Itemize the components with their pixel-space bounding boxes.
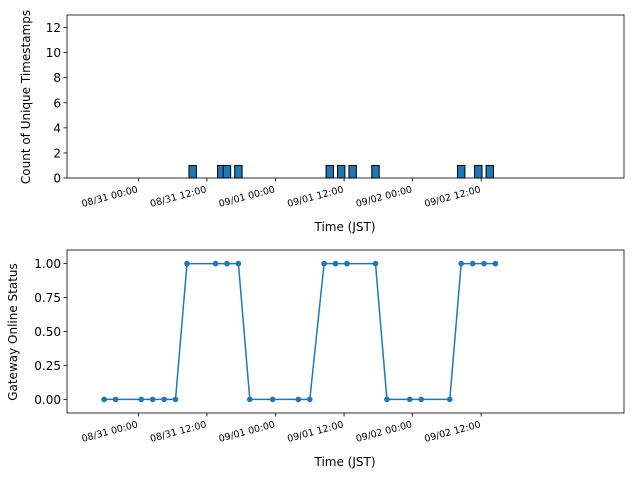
- data-point: [247, 396, 253, 403]
- y-tick-label: 12: [46, 21, 61, 35]
- point-series: [101, 260, 499, 403]
- data-point: [212, 260, 219, 267]
- data-point: [224, 260, 230, 267]
- gateway-status-chart: 0.00 0.25 0.50 0.75 1.00 08/31 00:00 08/31 12…: [6, 249, 625, 469]
- x-tick-label: 09/02 00:00: [355, 184, 414, 210]
- data-point: [172, 396, 179, 403]
- y-tick-label: 2: [53, 146, 61, 160]
- y-axis-ticks: 0.00 0.25 0.50 0.75 1.00: [34, 257, 67, 407]
- bar: [325, 164, 335, 179]
- data-point: [372, 260, 379, 267]
- y-tick-label: 0.75: [34, 291, 61, 305]
- x-axis-ticks: 08/31 00:00 08/31 12:00 09/01 00:00 09/01 1…: [81, 178, 482, 210]
- plot-frame: [66, 14, 625, 179]
- bar: [348, 164, 357, 179]
- data-point: [458, 260, 464, 267]
- x-axis-label: Time (JST): [313, 220, 375, 234]
- data-point: [138, 396, 145, 403]
- x-tick-label: 09/02 12:00: [423, 419, 482, 445]
- data-point: [184, 260, 190, 267]
- data-point: [269, 396, 276, 403]
- bar: [456, 164, 466, 179]
- y-tick-label: 4: [53, 121, 61, 135]
- data-point: [446, 396, 453, 403]
- y-tick-label: 8: [53, 71, 61, 85]
- data-point: [344, 260, 350, 267]
- bar: [188, 164, 197, 179]
- data-point: [149, 396, 156, 403]
- y-tick-label: 0.50: [34, 325, 61, 339]
- y-axis-label: Count of Unique Timestamps: [19, 10, 33, 184]
- x-tick-label: 08/31 12:00: [149, 184, 208, 210]
- data-point: [295, 396, 302, 403]
- data-point: [418, 396, 424, 403]
- bar: [222, 164, 232, 179]
- data-point: [332, 260, 339, 267]
- y-tick-label: 10: [46, 46, 61, 60]
- data-point: [481, 260, 487, 267]
- x-tick-label: 09/01 12:00: [286, 184, 345, 210]
- data-point: [112, 396, 119, 403]
- y-tick-label: 6: [53, 96, 61, 110]
- bar: [371, 164, 380, 179]
- x-tick-label: 09/01 00:00: [218, 184, 277, 210]
- y-tick-label: 0.00: [34, 393, 61, 407]
- data-point: [321, 260, 327, 267]
- y-axis-label: Gateway Online Status: [6, 263, 20, 401]
- status-line: [104, 262, 496, 401]
- data-point: [469, 260, 476, 267]
- x-tick-label: 09/01 00:00: [218, 419, 277, 445]
- data-point: [161, 396, 167, 403]
- bar: [474, 164, 483, 179]
- x-tick-label: 09/02 12:00: [423, 184, 482, 210]
- bar: [337, 164, 346, 179]
- bar: [234, 164, 243, 179]
- data-point: [406, 396, 413, 403]
- x-tick-label: 09/02 00:00: [355, 419, 414, 445]
- data-point: [235, 260, 242, 267]
- y-axis-ticks: 0 2 4 6 8 10 12: [46, 21, 67, 186]
- y-tick-label: 0: [53, 172, 61, 186]
- x-tick-label: 08/31 12:00: [149, 419, 208, 445]
- x-tick-label: 08/31 00:00: [81, 184, 140, 210]
- y-tick-label: 1.00: [34, 257, 61, 271]
- x-axis-ticks: 08/31 00:00 08/31 12:00 09/01 00:00 09/01 1…: [81, 413, 482, 445]
- x-tick-label: 09/01 12:00: [286, 419, 345, 445]
- data-point: [306, 396, 313, 403]
- plot-frame: [66, 249, 625, 414]
- line-series: [104, 262, 496, 401]
- bar: [485, 164, 494, 179]
- y-tick-label: 0.25: [34, 359, 61, 373]
- data-point: [492, 260, 499, 267]
- x-axis-label: Time (JST): [313, 455, 375, 469]
- data-point: [384, 396, 390, 403]
- bar-series: [188, 164, 494, 179]
- timestamp-count-chart: 0 2 4 6 8 10 12 08/31 00:00 08/31 12:00 09/01 00…: [19, 10, 625, 234]
- x-tick-label: 08/31 00:00: [81, 419, 140, 445]
- data-point: [101, 396, 107, 403]
